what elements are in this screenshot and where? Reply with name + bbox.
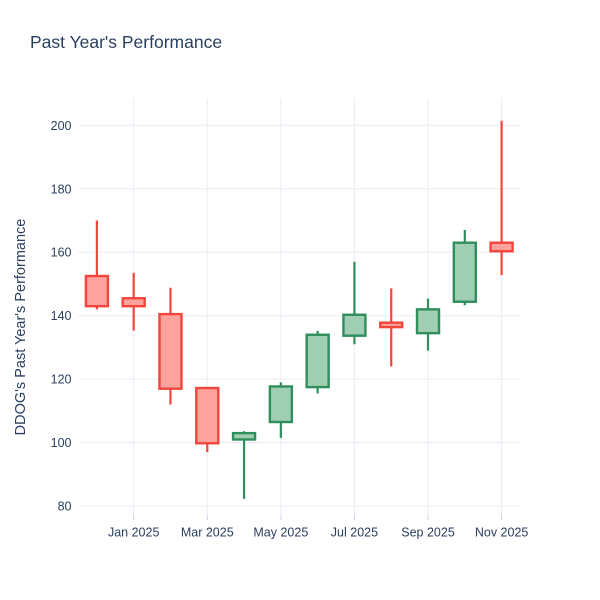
x-tick-label: Jan 2025 [108, 526, 159, 540]
candlestick-may-2025[interactable] [268, 382, 294, 438]
y-tick-label: 180 [51, 182, 72, 196]
x-tick-label: Mar 2025 [181, 526, 234, 540]
candlestick-jul-2025[interactable] [342, 261, 367, 345]
x-tick-label: May 2025 [253, 526, 308, 540]
candle-body [452, 241, 478, 303]
candle-body [415, 308, 441, 335]
candlestick-feb-2025[interactable] [158, 287, 183, 405]
candlestick-aug-2025[interactable] [379, 288, 404, 367]
candle-body [195, 386, 220, 445]
candlestick-dec-2024[interactable] [84, 220, 110, 310]
x-tick-label: Jul 2025 [331, 526, 378, 540]
candlestick-jan-2025[interactable] [121, 272, 146, 331]
candle-body [158, 312, 183, 390]
candlestick-oct-2025[interactable] [452, 230, 478, 306]
y-tick-label: 160 [51, 246, 72, 260]
x-tick-label: Sep 2025 [401, 526, 455, 540]
y-tick-label: 200 [51, 119, 72, 133]
candle-body [379, 321, 404, 329]
candle-body [121, 297, 146, 308]
y-tick-label: 80 [58, 500, 72, 514]
candle-body [305, 333, 330, 389]
candlestick-jun-2025[interactable] [305, 330, 330, 394]
y-tick-label: 140 [51, 309, 72, 323]
y-tick-label: 100 [51, 436, 72, 450]
candlestick-nov-2025[interactable] [489, 120, 514, 276]
chart-title: Past Year's Performance [30, 32, 223, 52]
candlestick-sep-2025[interactable] [415, 298, 441, 351]
y-tick-label: 120 [51, 373, 72, 387]
candle-body [489, 241, 514, 253]
candle-body [231, 431, 257, 441]
candlestick-mar-2025[interactable] [195, 386, 220, 453]
x-tick-label: Nov 2025 [475, 526, 529, 540]
candlestick-apr-2025[interactable] [231, 431, 257, 499]
candle-body [268, 385, 294, 424]
candle-body [342, 313, 367, 337]
candle-body [84, 274, 110, 308]
